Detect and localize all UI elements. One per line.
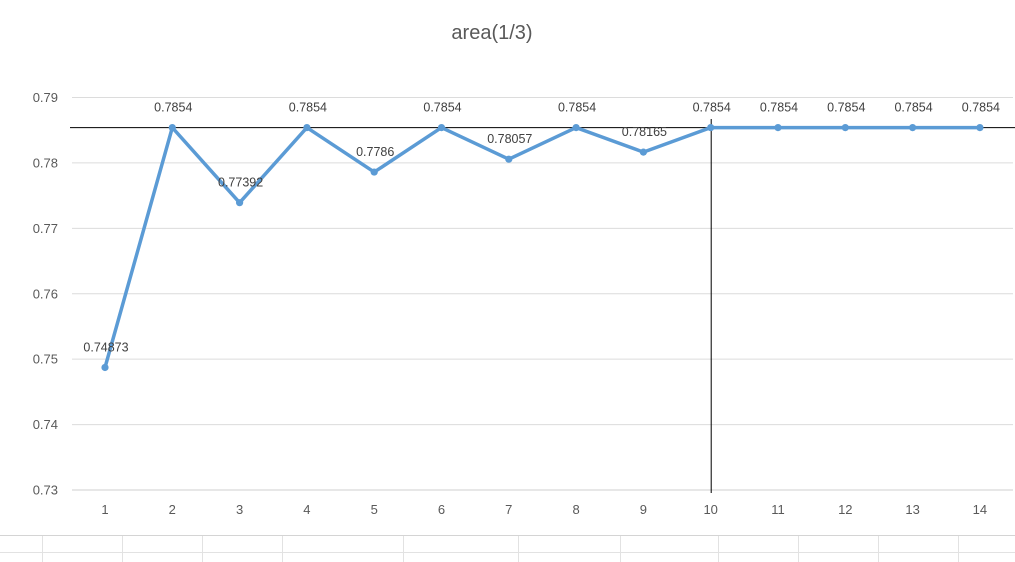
data-label: 0.7854 (962, 101, 1000, 115)
data-point (707, 123, 715, 132)
data-point (303, 123, 311, 132)
line-chart: area(1/3) 0.73 0.74 0.75 0.76 0.77 0.78 0.79 1… (33, 22, 1015, 517)
data-label: 0.7854 (154, 101, 192, 115)
data-label: 0.7854 (289, 101, 327, 115)
spreadsheet-cell-border (403, 536, 404, 562)
x-tick-label: 4 (303, 502, 310, 517)
spreadsheet-row-line (0, 552, 1015, 553)
spreadsheet-cell-border (878, 536, 879, 562)
y-tick-label: 0.79 (33, 90, 58, 105)
gridlines (72, 97, 1013, 491)
data-label: 0.7854 (894, 101, 932, 115)
data-label: 0.74873 (83, 340, 128, 354)
x-tick-label: 3 (236, 502, 243, 517)
data-point (909, 123, 917, 132)
x-tick-label: 9 (640, 502, 647, 517)
x-tick-label: 8 (572, 502, 579, 517)
data-label: 0.7854 (827, 101, 865, 115)
spreadsheet-cell-border (122, 536, 123, 562)
data-label: 0.7786 (356, 145, 394, 159)
data-label: 0.7854 (558, 101, 596, 115)
y-tick-label: 0.77 (33, 221, 58, 236)
data-label: 0.7854 (760, 101, 798, 115)
data-point (505, 155, 513, 163)
data-labels: 0.74873 0.7854 0.77392 0.7854 0.7786 0.7854 0.… (83, 101, 1000, 355)
spreadsheet-cells-strip (0, 535, 1015, 562)
data-point (370, 168, 378, 176)
data-point (976, 123, 984, 132)
y-axis-ticks: 0.73 0.74 0.75 0.76 0.77 0.78 0.79 (33, 90, 58, 498)
data-point (774, 123, 782, 132)
x-tick-label: 6 (438, 502, 445, 517)
y-tick-label: 0.75 (33, 352, 58, 367)
data-label: 0.78057 (487, 132, 532, 146)
series-polyline (103, 125, 982, 370)
data-point (101, 363, 109, 372)
spreadsheet-cell-border (42, 536, 43, 562)
data-point (236, 199, 244, 207)
data-point (841, 123, 849, 132)
spreadsheet-cell-border (798, 536, 799, 562)
spreadsheet-cell-border (518, 536, 519, 562)
data-point (437, 123, 446, 132)
x-axis-ticks: 1 2 3 4 5 6 7 8 9 10 11 12 13 14 (101, 502, 987, 517)
spreadsheet-cell-border (958, 536, 959, 562)
x-tick-label: 5 (371, 502, 378, 517)
data-point (168, 123, 176, 132)
x-tick-label: 12 (838, 502, 852, 517)
x-tick-label: 10 (703, 502, 717, 517)
y-tick-label: 0.78 (33, 155, 58, 170)
y-tick-label: 0.74 (33, 417, 58, 432)
y-tick-label: 0.76 (33, 286, 58, 301)
chart-title: area(1/3) (451, 22, 532, 44)
data-label: 0.7854 (693, 101, 731, 115)
reference-lines (70, 119, 1015, 493)
y-tick-label: 0.73 (33, 483, 58, 498)
series-line (101, 123, 984, 372)
x-tick-label: 1 (101, 502, 108, 517)
data-label: 0.7854 (423, 101, 461, 115)
data-label: 0.78165 (622, 125, 667, 139)
x-tick-label: 7 (505, 502, 512, 517)
x-tick-label: 2 (169, 502, 176, 517)
x-tick-label: 13 (905, 502, 919, 517)
chart-area: area(1/3) 0.73 0.74 0.75 0.76 0.77 0.78 0.79 1… (33, 22, 1015, 517)
spreadsheet-cell-border (620, 536, 621, 562)
data-point (572, 123, 580, 132)
data-label: 0.77392 (218, 176, 263, 190)
x-tick-label: 14 (973, 502, 987, 517)
spreadsheet-cell-border (282, 536, 283, 562)
x-tick-label: 11 (771, 502, 785, 517)
data-point (639, 148, 648, 156)
spreadsheet-cell-border (718, 536, 719, 562)
spreadsheet-cell-border (202, 536, 203, 562)
